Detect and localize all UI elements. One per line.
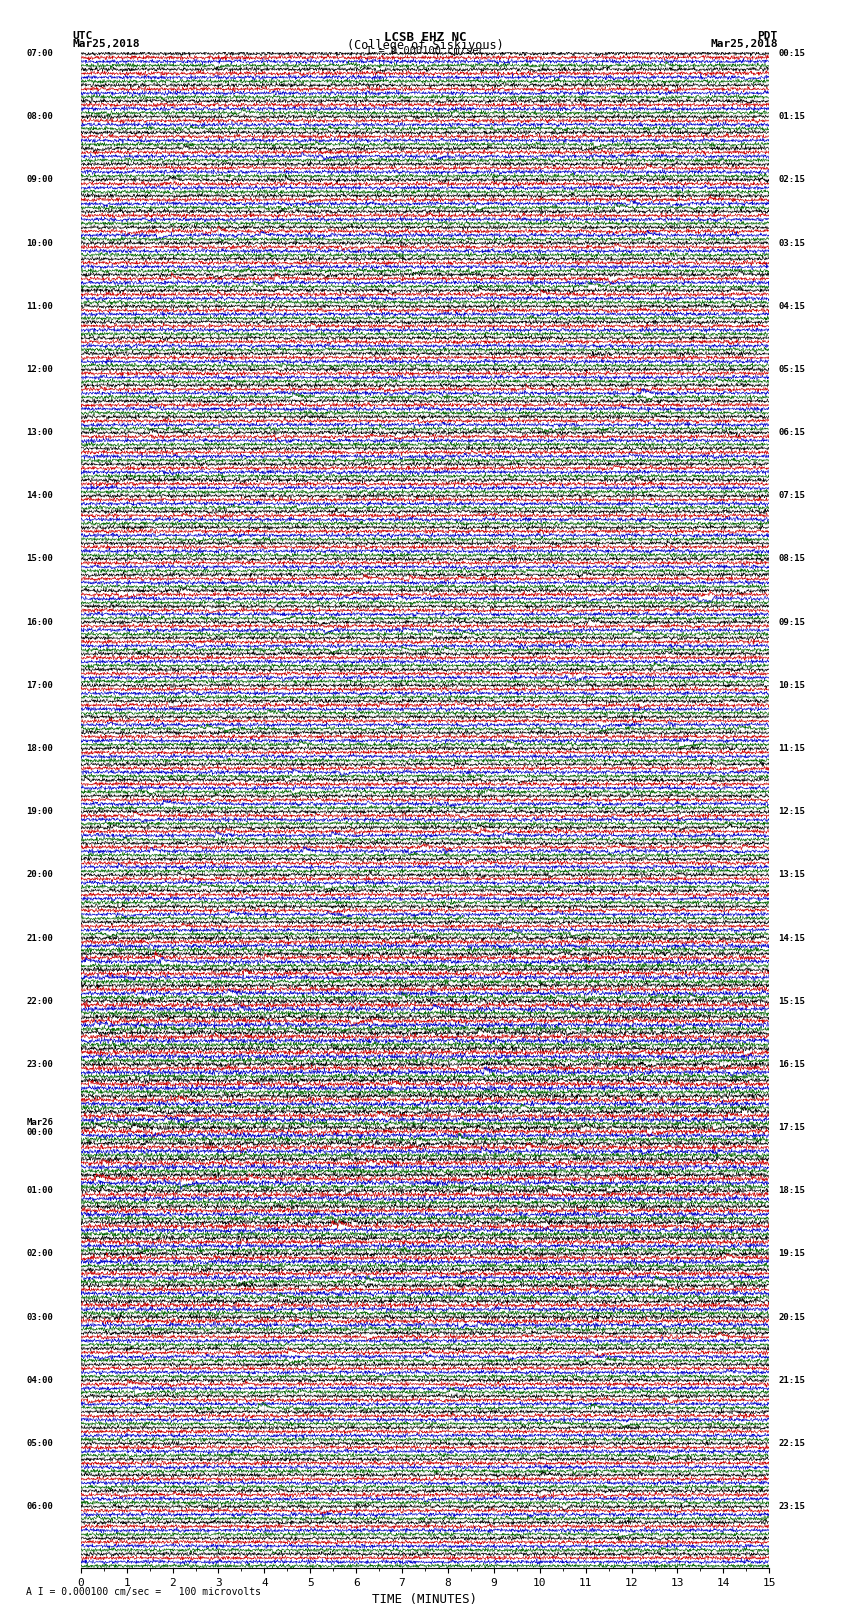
- Text: 17:15: 17:15: [779, 1123, 805, 1132]
- Text: 16:15: 16:15: [779, 1060, 805, 1069]
- Text: Mar26
00:00: Mar26 00:00: [26, 1118, 54, 1137]
- Text: 01:00: 01:00: [26, 1186, 54, 1195]
- Text: 11:15: 11:15: [779, 744, 805, 753]
- Text: 00:15: 00:15: [779, 48, 805, 58]
- Text: 10:00: 10:00: [26, 239, 54, 248]
- Text: 09:00: 09:00: [26, 176, 54, 184]
- Text: I = 0.000100 cm/sec: I = 0.000100 cm/sec: [366, 47, 484, 56]
- Text: 12:00: 12:00: [26, 365, 54, 374]
- Text: PDT: PDT: [757, 31, 778, 42]
- Text: Mar25,2018: Mar25,2018: [72, 39, 139, 48]
- Text: 01:15: 01:15: [779, 113, 805, 121]
- Text: 02:00: 02:00: [26, 1250, 54, 1258]
- Text: 21:15: 21:15: [779, 1376, 805, 1386]
- X-axis label: TIME (MINUTES): TIME (MINUTES): [372, 1594, 478, 1607]
- Text: 19:00: 19:00: [26, 806, 54, 816]
- Text: 18:00: 18:00: [26, 744, 54, 753]
- Text: 15:15: 15:15: [779, 997, 805, 1007]
- Text: 11:00: 11:00: [26, 302, 54, 311]
- Text: LCSB EHZ NC: LCSB EHZ NC: [383, 31, 467, 45]
- Text: UTC: UTC: [72, 31, 93, 42]
- Text: 06:00: 06:00: [26, 1502, 54, 1511]
- Text: Mar25,2018: Mar25,2018: [711, 39, 778, 48]
- Text: 08:15: 08:15: [779, 555, 805, 563]
- Text: 04:00: 04:00: [26, 1376, 54, 1386]
- Text: 20:00: 20:00: [26, 871, 54, 879]
- Text: 22:00: 22:00: [26, 997, 54, 1007]
- Text: 16:00: 16:00: [26, 618, 54, 627]
- Text: 21:00: 21:00: [26, 934, 54, 942]
- Text: 22:15: 22:15: [779, 1439, 805, 1448]
- Text: 05:00: 05:00: [26, 1439, 54, 1448]
- Text: 14:00: 14:00: [26, 492, 54, 500]
- Text: 14:15: 14:15: [779, 934, 805, 942]
- Text: 19:15: 19:15: [779, 1250, 805, 1258]
- Text: 10:15: 10:15: [779, 681, 805, 690]
- Text: 23:00: 23:00: [26, 1060, 54, 1069]
- Text: 03:15: 03:15: [779, 239, 805, 248]
- Text: 09:15: 09:15: [779, 618, 805, 627]
- Text: 23:15: 23:15: [779, 1502, 805, 1511]
- Text: 20:15: 20:15: [779, 1313, 805, 1321]
- Text: 04:15: 04:15: [779, 302, 805, 311]
- Text: 06:15: 06:15: [779, 427, 805, 437]
- Text: (College of Siskiyous): (College of Siskiyous): [347, 39, 503, 52]
- Text: 07:00: 07:00: [26, 48, 54, 58]
- Text: 13:00: 13:00: [26, 427, 54, 437]
- Text: 15:00: 15:00: [26, 555, 54, 563]
- Text: 13:15: 13:15: [779, 871, 805, 879]
- Text: 03:00: 03:00: [26, 1313, 54, 1321]
- Text: 17:00: 17:00: [26, 681, 54, 690]
- Text: A I = 0.000100 cm/sec =   100 microvolts: A I = 0.000100 cm/sec = 100 microvolts: [26, 1587, 260, 1597]
- Text: 18:15: 18:15: [779, 1186, 805, 1195]
- Text: 12:15: 12:15: [779, 806, 805, 816]
- Text: 02:15: 02:15: [779, 176, 805, 184]
- Text: 07:15: 07:15: [779, 492, 805, 500]
- Text: 05:15: 05:15: [779, 365, 805, 374]
- Text: 08:00: 08:00: [26, 113, 54, 121]
